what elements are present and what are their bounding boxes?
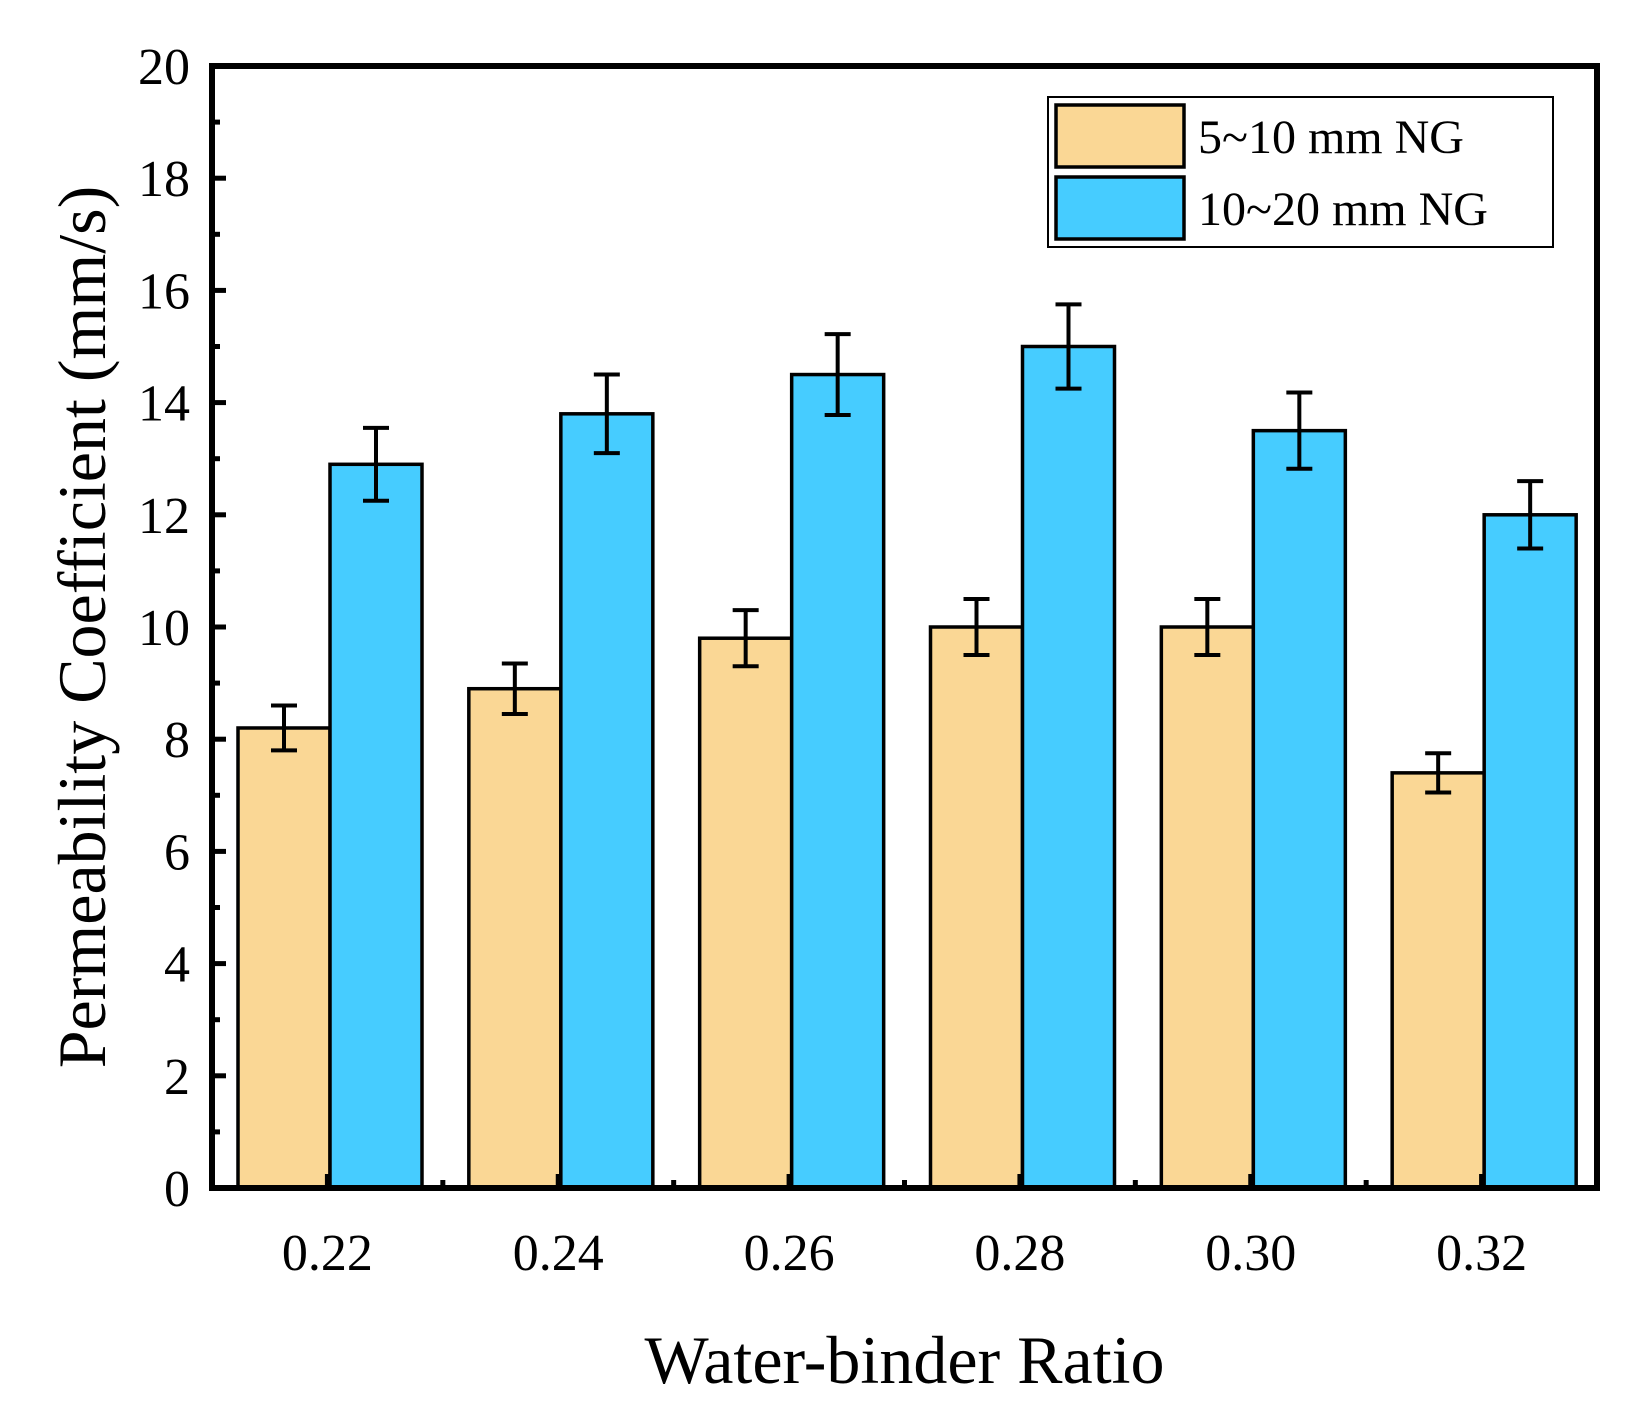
x-tick-label-0.32: 0.32 [1436,1225,1527,1282]
bar-coarse-0.28 [1020,344,1117,1190]
x-tick-label-0.22: 0.22 [282,1225,373,1282]
y-tick-label: 18 [138,151,190,208]
axes-layer: 0 2 4 6 8 10 12 14 16 18 20 0.22 0.24 0.26 0.28 0.30 0.3… [138,39,1600,1282]
y-tick-label: 10 [138,600,190,657]
x-axis-title: Water-binder Ratio [645,1322,1165,1397]
legend: 5~10 mm NG 10~20 mm NG [1047,96,1554,248]
legend-swatch-fine [1054,103,1186,169]
x-tick-label-0.28: 0.28 [974,1225,1065,1282]
bar-coarse-0.24 [559,412,655,1190]
error-bars-layer [271,302,1544,795]
x-tick-label-0.30: 0.30 [1205,1225,1296,1282]
bar-fine-0.26 [697,636,794,1190]
bar-coarse-0.22 [328,462,424,1190]
legend-label-coarse: 10~20 mm NG [1198,183,1488,236]
y-tick-label: 14 [138,376,190,433]
bar-coarse-0.26 [789,372,886,1190]
bars-layer [236,344,1578,1190]
x-tick-label-0.24: 0.24 [513,1225,604,1282]
bar-coarse-0.30 [1251,428,1348,1190]
y-tick-label: 12 [138,488,190,545]
y-tick-label: 2 [164,1049,190,1106]
bar-fine-0.22 [236,726,332,1190]
y-tick-label: 6 [164,824,190,881]
bar-fine-0.32 [1390,771,1486,1190]
legend-swatch-coarse [1054,175,1186,241]
legend-label-fine: 5~10 mm NG [1198,111,1464,164]
y-tick-label: 4 [164,937,190,994]
bar-fine-0.30 [1159,625,1256,1190]
bar-fine-0.24 [467,686,563,1190]
bar-coarse-0.32 [1482,513,1578,1190]
y-tick-label: 16 [138,263,190,320]
x-tick-label-0.26: 0.26 [744,1225,835,1282]
y-axis-title: Permeability Coefficient (mm/s) [44,186,120,1069]
y-tick-label: 0 [164,1161,190,1218]
y-tick-label: 20 [138,39,190,96]
y-tick-label: 8 [164,712,190,769]
bar-fine-0.28 [928,625,1025,1190]
